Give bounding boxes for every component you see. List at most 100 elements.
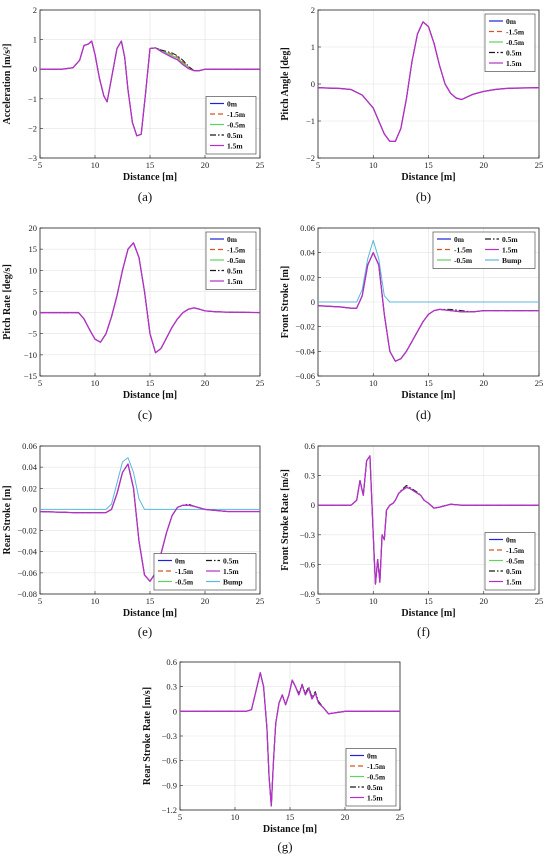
legend-label: -0.5m: [454, 256, 473, 265]
series-line-Bump: [40, 457, 260, 510]
legend-box: [205, 96, 257, 155]
legend-box: [205, 231, 257, 290]
legend-label: 1.5m: [367, 794, 383, 803]
y-tick-label: 0.3: [304, 471, 315, 481]
series-line-1.5m: [40, 40, 260, 137]
series-line-0.5m: [40, 40, 260, 137]
chart-panel-b: 5 10 15 20 25 −2 −1 0 1 2 Distance [m] Pitch Angle …: [280, 5, 543, 204]
legend-label: -0.5m: [506, 557, 525, 566]
x-axis-label: Distance [m]: [123, 390, 177, 401]
legend: 0m-1.5m-0.5m0.5m1.5m: [484, 532, 536, 591]
y-tick-label: −0.3: [300, 530, 315, 540]
x-tick-label: 25: [256, 160, 265, 170]
x-axis-label: Distance [m]: [263, 824, 317, 835]
y-axis-label: Pitch Rate [deg/s]: [2, 264, 13, 340]
legend-label: -0.5m: [175, 578, 194, 587]
y-tick-label: 0.3: [166, 682, 177, 692]
x-tick-label: 10: [91, 596, 100, 606]
x-tick-label: 25: [535, 378, 544, 388]
y-tick-label: −0.06: [295, 371, 315, 381]
y-tick-label: 0.06: [22, 441, 37, 451]
y-tick-label: 5: [33, 286, 37, 296]
y-axis-label: Rear Stroke [m]: [2, 485, 13, 554]
x-axis-label: Distance [m]: [401, 390, 455, 401]
x-tick-label: 20: [480, 596, 489, 606]
legend-label: 1.5m: [227, 142, 243, 151]
legend: 0m-1.5m-0.5m0.5m1.5m: [345, 748, 397, 807]
x-tick-label: 5: [316, 378, 320, 388]
x-tick-label: 20: [480, 160, 489, 170]
y-tick-label: −0.3: [162, 731, 177, 741]
legend-label: -1.5m: [227, 110, 246, 119]
y-tick-label: −15: [24, 371, 37, 381]
x-axis-label: Distance [m]: [123, 608, 177, 619]
y-axis-label: Rear Stroke Rate [m/s]: [142, 687, 153, 785]
y-tick-label: −2: [28, 123, 37, 133]
y-tick-label: 0.06: [300, 223, 315, 233]
x-tick-label: 25: [396, 812, 405, 822]
x-tick-label: 15: [424, 596, 433, 606]
x-axis-label: Distance [m]: [401, 608, 455, 619]
y-tick-label: 0: [173, 706, 177, 716]
legend-label: 1.5m: [227, 277, 243, 286]
y-tick-label: −0.9: [162, 780, 177, 790]
y-tick-label: 0: [311, 500, 315, 510]
x-tick-label: 15: [424, 160, 433, 170]
y-tick-label: −1: [28, 94, 37, 104]
x-tick-label: 5: [316, 596, 320, 606]
x-tick-label: 20: [201, 160, 210, 170]
y-tick-label: 2: [311, 5, 315, 15]
chart-panel-d: 5 10 15 20 25 −0.06 −0.04 −0.02 0 0.02 0.04 0.06 Dis…: [280, 223, 543, 422]
x-axis-label: Distance [m]: [123, 172, 177, 183]
x-tick-label: 10: [369, 160, 378, 170]
panel-caption: (f): [417, 624, 430, 639]
legend-label: 0m: [175, 557, 186, 566]
y-axis-label: Front Stroke [m]: [280, 266, 291, 338]
legend-label: -1.5m: [175, 567, 194, 576]
y-tick-label: 0.6: [304, 441, 315, 451]
legend: 0m-1.5m-0.5m0.5m1.5m: [484, 13, 536, 72]
x-tick-label: 25: [535, 596, 544, 606]
legend-label: -0.5m: [227, 256, 246, 265]
x-tick-label: 15: [286, 812, 295, 822]
y-tick-label: 0.04: [300, 248, 316, 258]
chart-panel-e: 5 10 15 20 25 −0.08 −0.06 −0.04 −0.02 0 0.02 0.04 0.…: [2, 441, 264, 639]
panel-caption: (e): [138, 624, 152, 639]
y-tick-label: 0: [33, 64, 37, 74]
chart-panel-g: 5 10 15 20 25 −1.2 −0.9 −0.6 −0.3 0 0.3 0.6 Distance…: [142, 657, 404, 854]
y-axis-label: Front Stroke Rate [m/s]: [280, 469, 291, 571]
x-tick-label: 20: [201, 596, 210, 606]
y-tick-label: −1: [306, 116, 315, 126]
legend-label: 0.5m: [227, 267, 243, 276]
legend-label: 0.5m: [223, 557, 239, 566]
x-tick-label: 20: [480, 378, 489, 388]
legend-box: [432, 231, 536, 269]
y-tick-label: −0.02: [17, 526, 37, 536]
y-tick-label: −0.02: [295, 322, 315, 332]
legend-label: -0.5m: [506, 38, 525, 47]
legend-label: 0.5m: [367, 783, 383, 792]
x-tick-label: 5: [178, 812, 182, 822]
x-tick-label: 10: [369, 378, 378, 388]
x-tick-label: 20: [201, 378, 210, 388]
x-tick-label: 15: [424, 378, 433, 388]
legend-label: -1.5m: [506, 546, 525, 555]
legend: 0m-1.5m-0.5m0.5m1.5m: [205, 231, 257, 290]
legend-label: 0m: [227, 235, 238, 244]
y-tick-label: −0.06: [17, 568, 37, 578]
legend-label: 0.5m: [502, 235, 518, 244]
y-tick-label: −1.2: [162, 805, 177, 815]
legend-label: 1.5m: [506, 578, 522, 587]
legend-label: 0m: [506, 17, 517, 26]
legend-label: Bump: [223, 578, 243, 587]
y-tick-label: 0: [311, 297, 315, 307]
y-tick-label: 0: [33, 504, 37, 514]
x-tick-label: 15: [146, 378, 155, 388]
panel-caption: (b): [416, 189, 431, 204]
x-tick-label: 25: [535, 160, 544, 170]
legend-label: -1.5m: [454, 246, 473, 255]
y-tick-label: 0.04: [22, 462, 38, 472]
